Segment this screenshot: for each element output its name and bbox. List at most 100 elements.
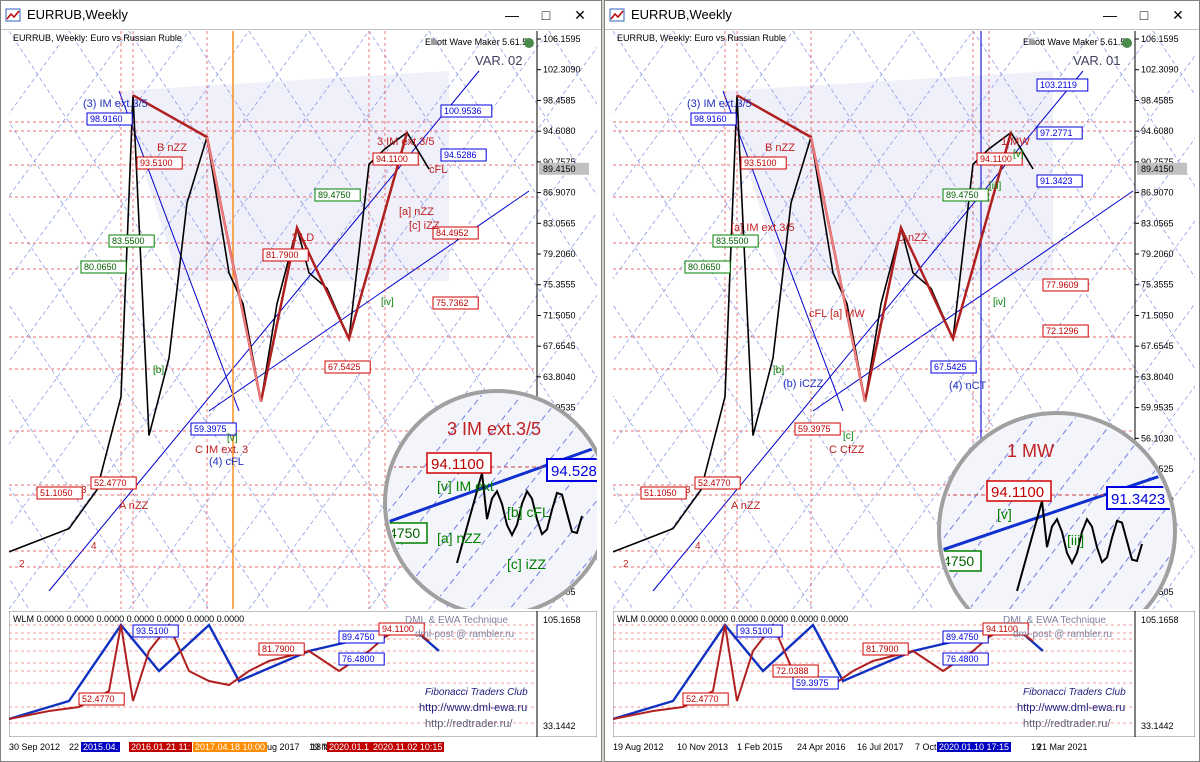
channel-line (9, 31, 130, 197)
zoom-magnifier: 3 IM ext.3/5 94.1100 94.5286 4750 [v] IM ext… (383, 389, 597, 609)
price-chart[interactable]: 106.1595 102.3090 98.4585 94.6080 90.7575 86.… (9, 31, 597, 609)
y-tick-label: 79.2060 (1141, 249, 1174, 259)
wlm-footer-technique: DML & EWA Technique (1003, 615, 1106, 626)
price-chart[interactable]: 106.1595 102.3090 98.4585 94.6080 90.7575 86.… (613, 31, 1195, 609)
y-tick-label: 79.2060 (543, 249, 576, 259)
wlm-footer-technique: DML & EWA Technique (405, 615, 508, 626)
wave-label: (3) IM ext.3/5 (83, 98, 148, 110)
channel-line (792, 55, 1195, 609)
close-button[interactable]: ✕ (574, 7, 586, 23)
y-tick-label: 106.1595 (1141, 34, 1179, 44)
title-bar[interactable]: EURRUB,Weekly — □ ✕ (1, 1, 601, 30)
time-axis: 19 Aug 2012 10 Nov 2013 1 Feb 2015 24 Apr 2… (613, 739, 1195, 757)
wave-label: cFL [a] MW (809, 308, 865, 320)
price-box-label: 52.4770 (698, 478, 731, 488)
zoom-price-line (456, 472, 583, 564)
price-box-label: 91.3423 (1040, 176, 1073, 186)
zoom-title: 3 IM ext.3/5 (447, 419, 541, 439)
wlm-indicator-panel[interactable]: WLM 0.0000 0.0000 0.0000 0.0000 0.0000 0… (9, 611, 597, 737)
wlm-box-label: 89.4750 (946, 632, 979, 642)
trend-line (118, 90, 240, 412)
wave-projection-line (206, 136, 262, 402)
wave-label: A nZZ (119, 500, 149, 512)
price-box (640, 486, 687, 500)
channel-line (613, 31, 994, 609)
minimize-button[interactable]: — (1103, 7, 1117, 23)
chart-window-right[interactable]: EURRUB,Weekly — □ ✕ 106.1595 102.3090 98.4… (604, 0, 1200, 762)
y-tick-label: 83.0565 (543, 218, 576, 228)
y-tick-label: 71.5050 (543, 310, 576, 320)
channel-line (613, 31, 734, 197)
wave-label: 1 MW (1001, 136, 1030, 148)
wlm-background (613, 611, 1195, 737)
wave-count-label: [c] (843, 431, 854, 442)
price-box (262, 248, 309, 262)
price-box (794, 422, 841, 436)
zoom-box-blue (546, 458, 597, 482)
price-box (432, 296, 479, 310)
price-box-label: 103.2119 (1040, 80, 1077, 90)
channel-line (308, 31, 597, 470)
channel-line (9, 31, 250, 362)
price-box (432, 226, 479, 240)
indicator-settings-icon (524, 38, 534, 48)
price-box-label: 94.5286 (444, 150, 477, 160)
price-box-label: 77.9609 (1046, 280, 1079, 290)
wlm-box (378, 622, 425, 636)
zoom-box-green (942, 550, 982, 572)
zoom-price-line (1016, 500, 1143, 592)
price-box-label: 94.1100 (980, 154, 1012, 164)
projection-zone (119, 71, 449, 281)
close-button[interactable]: ✕ (1172, 7, 1184, 23)
price-box (190, 422, 237, 436)
chart-window-left[interactable]: EURRUB,Weekly — □ ✕ 106.1595 102.3090 98.4… (0, 0, 602, 762)
title-bar[interactable]: EURRUB,Weekly — □ ✕ (605, 1, 1199, 30)
channel-line (912, 31, 1195, 461)
price-box-label: 67.5425 (934, 362, 967, 372)
price-box-label: 81.7900 (266, 250, 299, 260)
wave-label: (3) IM ext.3/5 (687, 98, 752, 110)
wlm-footer-club: Fibonacci Traders Club (1023, 687, 1126, 698)
price-box (1042, 278, 1089, 292)
channel-line (248, 129, 597, 609)
wlm-footer-email: dml-post @ rambler.ru (1013, 629, 1112, 640)
zoom-grid-line (424, 394, 597, 609)
wave-count-label: [v] (227, 433, 238, 444)
wave-count-label: 2 (19, 559, 25, 570)
wlm-box (736, 624, 783, 638)
y-tick-label: 63.8040 (543, 372, 576, 382)
zoom-box-blue (1106, 486, 1172, 510)
minimize-button[interactable]: — (505, 7, 519, 23)
price-box-label: 89.4750 (318, 190, 351, 200)
wave-label: C IM ext. 3 (195, 444, 248, 456)
channel-line (9, 486, 90, 609)
current-price-tag (1137, 162, 1187, 175)
price-box-label: 80.0650 (688, 262, 721, 272)
wave-label: (4) nCT (949, 380, 987, 392)
maximize-button[interactable]: □ (541, 7, 551, 23)
variant-label: VAR. 02 (475, 53, 522, 68)
x-tick-label: 19 Aug 2012 (613, 742, 664, 752)
wave-label: 3 IM ext.3/5 (377, 136, 434, 148)
wlm-footer-site1: http://www.dml-ewa.ru (1017, 702, 1125, 714)
y-tick-label: 86.9070 (1141, 188, 1174, 198)
projection-zone (723, 71, 1053, 281)
channel-line (1092, 31, 1195, 187)
wlm-box-label: 81.7900 (866, 644, 899, 654)
zoom-box-red-label: 94.1100 (431, 456, 484, 473)
wlm-indicator-panel[interactable]: WLM 0.0000 0.0000 0.0000 0.0000 0.0000 0… (613, 611, 1195, 737)
x-highlight-label: 2015.04. (81, 742, 121, 752)
wlm-footer-email: dml-post @ rambler.ru (415, 629, 514, 640)
wave-label: (4) cFL (209, 456, 244, 468)
price-box (108, 234, 155, 248)
wave-count-label: [b] (153, 365, 164, 376)
indicator-settings-icon (1122, 38, 1132, 48)
maximize-button[interactable]: □ (1139, 7, 1149, 23)
trend-line (722, 90, 844, 412)
wlm-box (772, 664, 819, 678)
wlm-box-label: 94.1100 (382, 624, 414, 634)
zoom-box-green (388, 522, 428, 544)
channel-line (488, 31, 597, 196)
zoom-magnifier: 1 MW 94.1100 91.3423 4750 [v] [iii] (937, 411, 1177, 609)
wave-label: 1 LD (291, 232, 314, 244)
